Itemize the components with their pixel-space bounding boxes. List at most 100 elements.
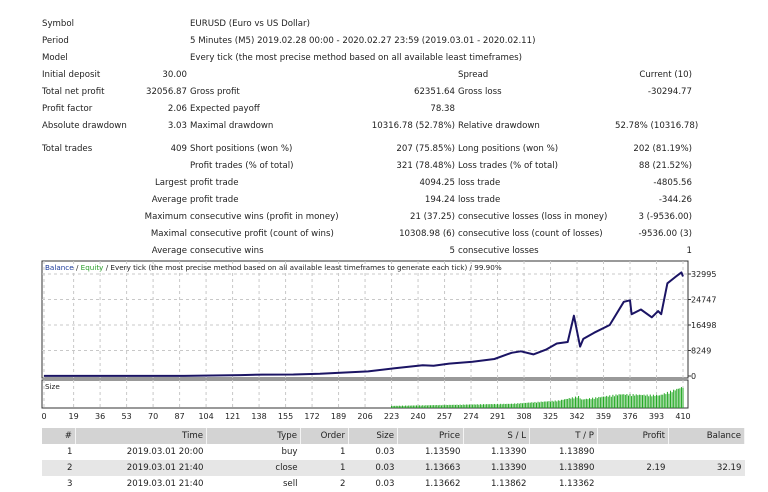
stat-label: consecutive wins <box>190 246 264 256</box>
stat-label: profit trade <box>190 195 239 205</box>
stat-label: Relative drawdown <box>458 121 540 131</box>
table-cell: 2019.03.01 21:40 <box>75 460 207 476</box>
stat-label: Total trades <box>42 144 93 154</box>
table-row[interactable]: 2 2019.03.01 21:40 close 1 0.03 1.13663 1.1339… <box>42 460 745 476</box>
stat-value: 32056.87 <box>145 87 187 97</box>
column-header[interactable]: Order <box>300 428 349 444</box>
column-header[interactable]: Price <box>397 428 464 444</box>
stat-label: consecutive wins (profit in money) <box>190 212 339 222</box>
balance-chart: 0 19 36 53 70 87 104 121 138 155 172 189 206 223 240 25… <box>41 260 716 421</box>
stats-row: Period 5 Minutes (M5) 2019.02.28 00:00 - … <box>42 33 692 50</box>
stats-row: Profit factor 2.06 Expected payoff 78.38 <box>42 101 692 118</box>
chart-title-part: / <box>74 263 81 272</box>
stat-value: 321 (78.48%) <box>396 161 455 171</box>
stats-row: Absolute drawdown 3.03 Maximal drawdown 103… <box>42 118 698 135</box>
y-tick-label: 16498 <box>691 321 716 330</box>
table-cell <box>669 476 745 492</box>
stat-value: Average <box>151 195 187 205</box>
stat-value: Current (10) <box>639 70 692 80</box>
column-header[interactable]: S / L <box>463 428 530 444</box>
report-summary: Symbol EURUSD (Euro vs US Dollar) Period 5 … <box>42 16 698 260</box>
table-cell: 1 <box>67 447 73 457</box>
stats-row: Initial deposit 30.00 Spread Current (10) <box>42 67 692 84</box>
x-tick-label: 138 <box>251 412 266 421</box>
y-tick-label: 24747 <box>691 295 716 304</box>
stat-label: Gross profit <box>190 87 240 97</box>
y-tick-label: 0 <box>691 372 696 381</box>
balance-line <box>44 271 684 377</box>
stat-value: 2.06 <box>167 104 187 114</box>
stat-label: loss trade <box>458 195 501 205</box>
x-tick-label: 291 <box>490 412 505 421</box>
x-tick-label: 308 <box>516 412 531 421</box>
stat-label <box>455 101 615 118</box>
x-tick-label: 53 <box>122 412 132 421</box>
stat-value: -344.26 <box>658 195 692 205</box>
stat-label: Spread <box>458 70 489 80</box>
table-cell: 0.03 <box>375 447 395 457</box>
stat-value: 30.00 <box>162 70 187 80</box>
stat-label: Every tick (the most precise method base… <box>190 53 523 63</box>
stat-value: 3.03 <box>167 121 187 131</box>
stats-row: Total net profit 32056.87 Gross profit 6235… <box>42 84 692 101</box>
x-tick-label: 223 <box>384 412 399 421</box>
stat-label <box>42 158 142 175</box>
stat-value: Average <box>151 246 187 256</box>
stat-label: Short positions (won %) <box>190 144 293 154</box>
column-header[interactable]: T / P <box>529 428 598 444</box>
stat-label: consecutive losses <box>458 246 539 256</box>
y-tick-label: 8249 <box>691 346 711 355</box>
stat-value: 10308.98 (6) <box>399 229 455 239</box>
x-tick-label: 393 <box>649 412 664 421</box>
column-header[interactable]: Size <box>348 428 398 444</box>
stat-value: 194.24 <box>424 195 455 205</box>
table-cell: 0.03 <box>375 479 395 489</box>
stat-value <box>142 158 187 175</box>
x-tick-label: 274 <box>463 412 478 421</box>
stat-label: Absolute drawdown <box>42 121 127 131</box>
x-tick-label: 206 <box>357 412 372 421</box>
x-tick-label: 0 <box>41 412 46 421</box>
column-header[interactable]: Type <box>206 428 301 444</box>
table-cell <box>598 444 669 460</box>
stats-row: Average profit trade 194.24 loss trade -344.… <box>42 192 692 209</box>
table-cell: sell <box>282 479 298 489</box>
x-tick-label: 155 <box>278 412 293 421</box>
table-row[interactable]: 1 2019.03.01 20:00 buy 1 0.03 1.13590 1.13390 1… <box>42 444 745 460</box>
table-row[interactable]: 3 2019.03.01 21:40 sell 2 0.03 1.13662 1.13862… <box>42 476 745 492</box>
table-cell: 2.19 <box>597 460 669 476</box>
stat-label: Model <box>42 53 68 63</box>
table-cell: 3 <box>67 479 73 489</box>
x-tick-label: 189 <box>331 412 346 421</box>
x-tick-label: 70 <box>148 412 158 421</box>
x-tick-label: 376 <box>622 412 637 421</box>
stat-value <box>347 67 455 84</box>
size-label: Size <box>45 382 60 391</box>
stat-label: consecutive losses (loss in money) <box>458 212 608 222</box>
table-cell: 2019.03.01 21:40 <box>126 479 204 489</box>
x-tick-label: 172 <box>304 412 319 421</box>
column-header[interactable]: Profit <box>597 428 669 444</box>
stat-label: Period <box>42 36 69 46</box>
x-tick-label: 342 <box>569 412 584 421</box>
stat-value: 62351.64 <box>413 87 455 97</box>
column-header[interactable]: Balance <box>668 428 745 444</box>
stat-value: 78.38 <box>430 104 455 114</box>
column-header[interactable]: Time <box>75 428 207 444</box>
stat-value: 3 (-9536.00) <box>638 212 692 222</box>
stat-value: 202 (81.19%) <box>633 144 692 154</box>
column-header[interactable]: # <box>42 428 76 444</box>
stats-row: Average consecutive wins 5 consecutive loss… <box>42 243 692 260</box>
stat-label: consecutive profit (count of wins) <box>190 229 334 239</box>
table-cell: 1.13890 <box>558 447 595 457</box>
x-tick-label: 121 <box>225 412 240 421</box>
plot-area <box>41 260 689 379</box>
table-cell: 1.13662 <box>424 479 461 489</box>
x-tick-label: 410 <box>675 412 690 421</box>
chart-title-part: Balance <box>45 263 74 272</box>
chart-title-part: / Every tick (the most precise method ba… <box>103 263 501 272</box>
stats-row: Total trades 409 Short positions (won %) 20… <box>42 141 692 158</box>
chart-title: Balance / Equity / Every tick (the most … <box>45 263 502 272</box>
table-cell: 1.13590 <box>424 447 461 457</box>
